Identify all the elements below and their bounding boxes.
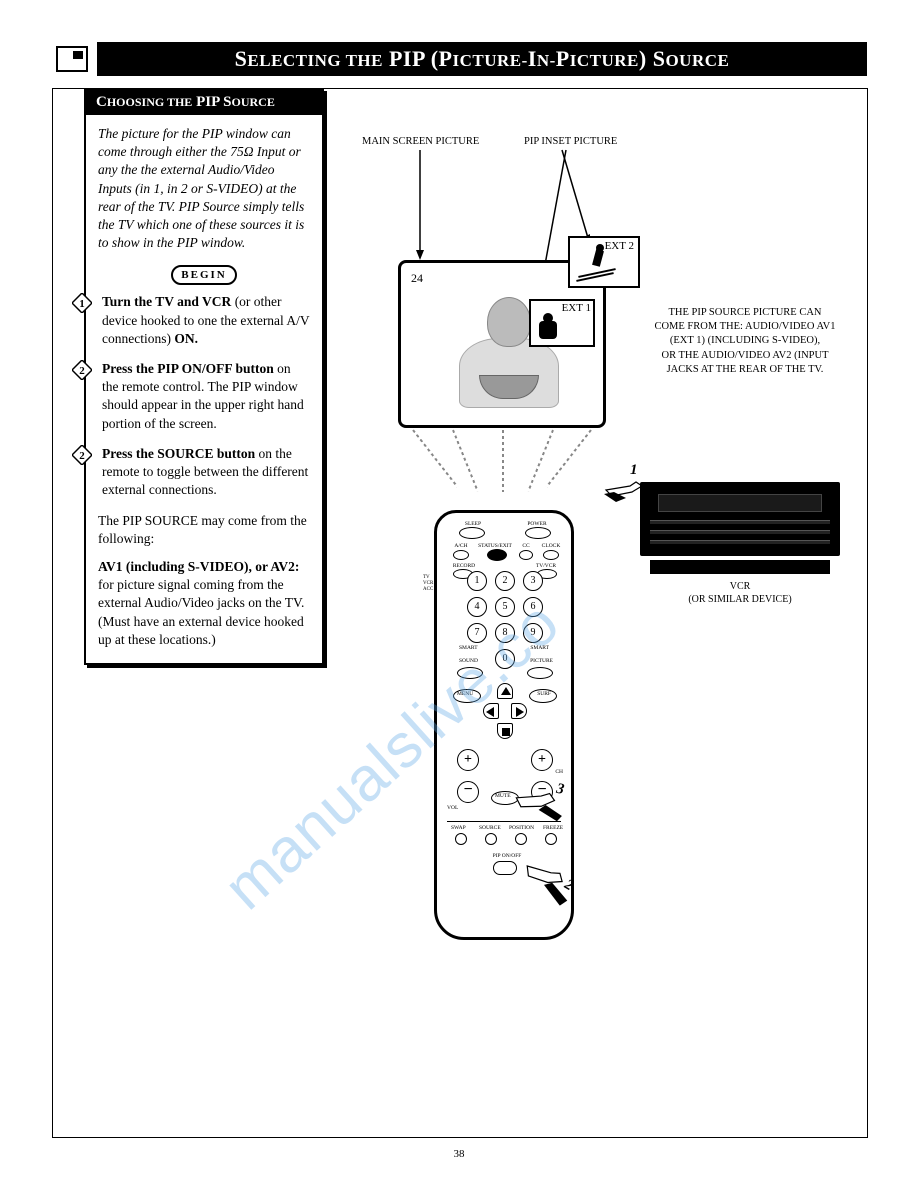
source-rest: for picture signal coming from the exter… bbox=[98, 577, 304, 647]
smart-l-label: SMART bbox=[459, 645, 478, 651]
vcr-base bbox=[650, 560, 830, 574]
source-detail: AV1 (including S-VIDEO), or AV2: for pic… bbox=[98, 558, 310, 649]
step-1: 1 Turn the TV and VCR (or other device h… bbox=[98, 293, 310, 348]
step-2-marker: 2 bbox=[72, 360, 92, 380]
sidebar-header: CHOOSING THE PIP SOURCE bbox=[86, 90, 322, 115]
vol-label: VOL bbox=[447, 805, 458, 811]
num-7: 7 bbox=[467, 623, 487, 643]
position-button bbox=[515, 833, 527, 845]
step-3-marker: 2 bbox=[72, 445, 92, 465]
position-label: POSITION bbox=[509, 825, 534, 831]
ach-button bbox=[453, 550, 469, 560]
freeze-label: FREEZE bbox=[543, 825, 563, 831]
svg-text:2: 2 bbox=[79, 450, 85, 462]
source-button bbox=[485, 833, 497, 845]
vcr-device bbox=[640, 482, 840, 556]
note-l3: (EXT 1) (INCLUDING S-VIDEO), bbox=[640, 334, 850, 348]
ext1-label: EXT 1 bbox=[562, 302, 591, 314]
ext2-figure bbox=[576, 244, 620, 284]
pip-page-icon bbox=[56, 46, 88, 72]
vol-down: − bbox=[457, 781, 479, 803]
swap-label: SWAP bbox=[451, 825, 466, 831]
hand-1-number: 1 bbox=[630, 462, 638, 479]
num-6: 6 bbox=[523, 597, 543, 617]
step-1-bold: Turn the TV and VCR bbox=[102, 294, 231, 309]
sound-label: SOUND bbox=[459, 658, 478, 664]
sidebar-body: The picture for the PIP window can come … bbox=[86, 115, 322, 663]
instruction-sidebar: CHOOSING THE PIP SOURCE The picture for … bbox=[84, 88, 324, 665]
step-2-bold: Press the PIP ON/OFF button bbox=[102, 361, 274, 376]
num-1: 1 bbox=[467, 571, 487, 591]
piponoff-button bbox=[493, 861, 517, 875]
piponoff-label: PIP ON/OFF bbox=[487, 853, 527, 859]
smart-r-label: SMART bbox=[530, 645, 549, 651]
ch-up: + bbox=[531, 749, 553, 771]
diagram-area: MAIN SCREEN PICTURE PIP INSET PICTURE 24… bbox=[340, 120, 860, 1100]
sound-button bbox=[457, 667, 483, 679]
step-2: 2 Press the PIP ON/OFF button on the rem… bbox=[98, 360, 310, 433]
dpad-left bbox=[483, 703, 499, 719]
mute-label: MUTE bbox=[495, 793, 511, 799]
source-intro: The PIP SOURCE may come from the followi… bbox=[98, 512, 310, 548]
step-3-bold: Press the SOURCE button bbox=[102, 446, 255, 461]
ch-label: CH bbox=[555, 769, 563, 775]
step-1-marker: 1 bbox=[72, 293, 92, 313]
swap-button bbox=[455, 833, 467, 845]
svg-text:1: 1 bbox=[79, 298, 85, 310]
source-bold: AV1 (including S-VIDEO), or AV2: bbox=[98, 559, 299, 574]
vcr-label: VCR (OR SIMILAR DEVICE) bbox=[640, 580, 840, 606]
step-3: 2 Press the SOURCE button on the remote … bbox=[98, 445, 310, 500]
channel-number: 24 bbox=[411, 271, 423, 286]
surf-label: SURF bbox=[537, 691, 551, 697]
page-number: 38 bbox=[0, 1148, 918, 1160]
clock-label: CLOCK bbox=[539, 543, 563, 549]
num-9: 9 bbox=[523, 623, 543, 643]
dpad-up bbox=[497, 683, 513, 699]
side-switches: TV VCR ACC bbox=[423, 575, 433, 593]
num-3: 3 bbox=[523, 571, 543, 591]
pip-window-ext2: EXT 2 bbox=[568, 236, 640, 288]
num-8: 8 bbox=[495, 623, 515, 643]
cc-button bbox=[519, 550, 533, 560]
svg-text:2: 2 bbox=[79, 365, 85, 377]
note-l5: JACKS AT THE REAR OF THE TV. bbox=[640, 363, 850, 377]
step-1-on: ON. bbox=[174, 331, 198, 346]
power-button bbox=[525, 527, 551, 539]
pip-window-ext1: EXT 1 bbox=[529, 299, 595, 347]
ach-label: A/CH bbox=[451, 543, 471, 549]
note-l4: OR THE AUDIO/VIDEO AV2 (INPUT bbox=[640, 349, 850, 363]
begin-label: BEGIN bbox=[171, 265, 236, 286]
ext1-figure bbox=[535, 313, 561, 343]
picture-button bbox=[527, 667, 553, 679]
note-l1: THE PIP SOURCE PICTURE CAN bbox=[640, 306, 850, 320]
projection-rays bbox=[412, 430, 592, 486]
page-title: SELECTING THE PIP (PICTURE-IN-PICTURE) S… bbox=[97, 42, 867, 76]
dpad bbox=[483, 683, 527, 743]
intro-text: The picture for the PIP window can come … bbox=[98, 125, 310, 253]
clock-button bbox=[543, 550, 559, 560]
vcr-label-2: (OR SIMILAR DEVICE) bbox=[640, 593, 840, 606]
menu-label: MENU bbox=[457, 691, 473, 697]
side-acc: ACC bbox=[423, 587, 433, 593]
sleep-button bbox=[459, 527, 485, 539]
dpad-right bbox=[511, 703, 527, 719]
status-button bbox=[487, 549, 507, 561]
picture-label: PICTURE bbox=[530, 658, 553, 664]
vcr-label-1: VCR bbox=[640, 580, 840, 593]
freeze-button bbox=[545, 833, 557, 845]
num-2: 2 bbox=[495, 571, 515, 591]
pip-source-note: THE PIP SOURCE PICTURE CAN COME FROM THE… bbox=[640, 306, 850, 377]
num-5: 5 bbox=[495, 597, 515, 617]
vol-up: + bbox=[457, 749, 479, 771]
cc-label: CC bbox=[519, 543, 533, 549]
note-l2: COME FROM THE: AUDIO/VIDEO AV1 bbox=[640, 320, 850, 334]
source-label: SOURCE bbox=[479, 825, 501, 831]
dpad-down bbox=[497, 723, 513, 739]
num-0: 0 bbox=[495, 649, 515, 669]
num-4: 4 bbox=[467, 597, 487, 617]
